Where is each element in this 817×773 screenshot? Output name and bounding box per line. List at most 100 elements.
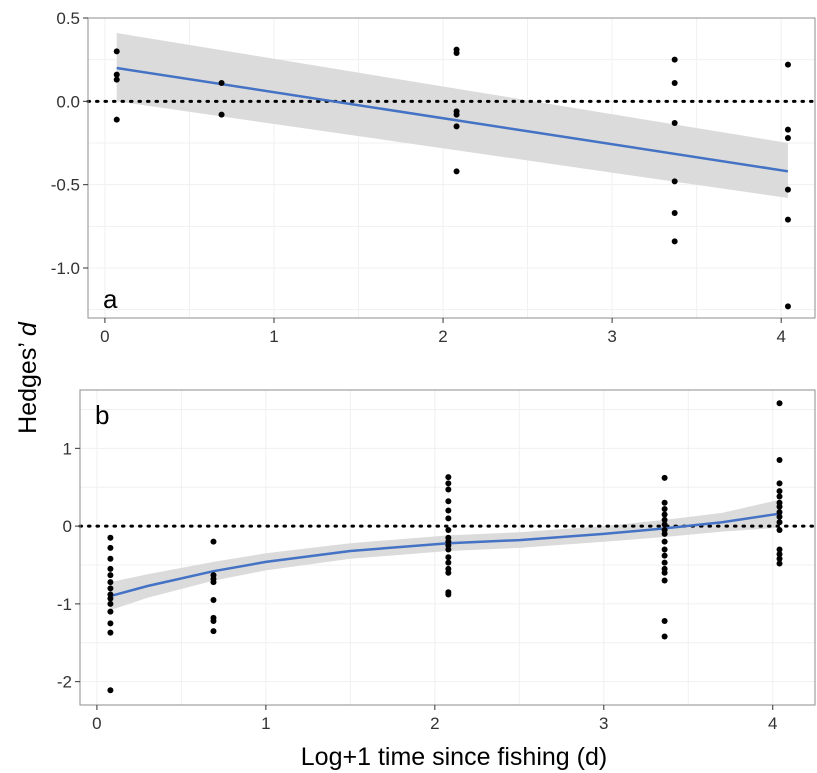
y-axis-title: Hedges’ d (14, 321, 42, 434)
panel-b-x-tick-label: 1 (261, 714, 270, 733)
panel-b-data-point (445, 498, 452, 505)
panel-b-data-point (661, 618, 668, 624)
panel-b-data-point (776, 546, 783, 553)
panel-b-data-point (210, 597, 217, 603)
panel-b-data-point (776, 519, 783, 526)
panel-b-data-point (445, 527, 452, 533)
panel-a-data-point (671, 80, 678, 86)
panel-a-data-point (784, 216, 791, 223)
panel-a-data-point (784, 186, 791, 193)
panel-a-confidence-band (116, 33, 788, 198)
panel-a-data-point (453, 123, 460, 130)
panel-b-label: b (95, 400, 109, 430)
panel-a-y-tick-label: -1.0 (51, 259, 80, 278)
panel-a-x-tick-label: 3 (607, 327, 616, 346)
panel-b-data-point (661, 559, 668, 566)
panel-a-y-tick-label: 0.5 (56, 9, 80, 28)
panel-b-data-point (445, 546, 452, 553)
panel-b-data-point (776, 509, 783, 516)
panel-b-data-point (776, 493, 783, 500)
panel-b-data-point (661, 530, 668, 537)
y-axis-title-text: Hedges’ (14, 336, 42, 434)
panel-b-data-point (107, 629, 114, 636)
panel-b-data-point (107, 572, 114, 579)
panel-b-data-point (107, 534, 114, 541)
panel-b-axis-frame (79, 389, 816, 706)
panel-b-y-tick-label: 0 (63, 517, 72, 536)
panel-b-data-point (661, 538, 668, 545)
panel-b-data-point (210, 618, 217, 624)
panel-b-data-point (445, 507, 452, 514)
panel-a-y-tick-label: 0.0 (56, 92, 80, 111)
panel-a-data-point (218, 80, 225, 86)
panel-b-data-point (776, 513, 783, 520)
panel-b-data-point (661, 506, 668, 512)
panel-b-data-point (445, 480, 452, 487)
panel-a-data-point (784, 135, 791, 141)
panel-a-data-point (453, 168, 460, 175)
panel-b-x-tick-label: 4 (768, 714, 777, 733)
panel-a-x-tick-label: 0 (100, 327, 109, 346)
panel-a-data-point (784, 126, 791, 133)
panel-b-data-point (107, 595, 114, 602)
panel-b-data-point (776, 488, 783, 495)
panel-b-data-point (107, 687, 114, 694)
panel-a-data-point (671, 210, 678, 216)
x-axis-title: Log+1 time since fishing (d) (301, 743, 607, 771)
panel-b-x-tick-label: 3 (599, 714, 608, 733)
panel-b-y-tick-label: -1 (57, 595, 72, 614)
panel-b-data-point (661, 633, 668, 640)
panel-b-data-point (445, 486, 452, 493)
panel-b-data-point (445, 474, 452, 481)
panel-b-data-point (107, 620, 114, 627)
panel-b-data-point (210, 579, 217, 586)
panel-b-data-point (661, 516, 668, 523)
panel-b-data-point (107, 600, 114, 607)
panel-b-data-point (445, 569, 452, 576)
panel-b-data-point (661, 521, 668, 528)
panel-b-x-tick-label: 2 (430, 714, 439, 733)
panel-a-plot: 0.5 0.0 -0.5 -1.0 0 1 2 3 4 a (51, 9, 817, 346)
panel-a-data-point (453, 50, 460, 56)
panel-b-data-point (776, 527, 783, 533)
panel-a-data-point (218, 111, 225, 118)
panel-a-x-tick-label: 2 (438, 327, 447, 346)
y-axis-title-italic: d (14, 321, 42, 336)
panel-a-data-point (113, 116, 120, 123)
panel-b-data-point (776, 480, 783, 487)
panel-a-x-tick-label: 1 (269, 327, 278, 346)
panel-b-data-point (107, 579, 114, 586)
panel-b-data-point (445, 591, 452, 598)
panel-b-data-point (661, 577, 668, 584)
panel-b-data-point (445, 559, 452, 566)
panel-b-plot: 1 0 -1 -2 0 1 2 3 4 b (57, 389, 817, 733)
panel-b-data-point (445, 554, 452, 561)
panel-a-data-point (671, 238, 678, 245)
panel-b-data-point (107, 555, 114, 562)
panel-a-fit-line (116, 66, 789, 173)
panel-b-data-point (776, 555, 783, 562)
panel-a-axis-frame (87, 17, 816, 319)
panel-b-confidence-band (110, 499, 780, 611)
panel-a-data-point (671, 56, 678, 63)
panel-a-data-point (671, 120, 678, 126)
panel-b-data-point (661, 511, 668, 518)
panel-b-data-point (776, 503, 783, 510)
panel-b-data-point (661, 569, 668, 576)
panel-b-data-point (776, 551, 783, 558)
panel-b-y-tick-label: 1 (63, 439, 72, 458)
panel-a-y-tick-label: -0.5 (51, 176, 80, 195)
panel-a-data-point (671, 178, 678, 185)
panel-a-data-point (784, 61, 791, 68)
panel-b-data-point (776, 400, 783, 407)
panel-b-data-point (445, 515, 452, 522)
panel-a-data-point (453, 111, 460, 118)
panel-a-label: a (103, 284, 118, 314)
panel-b-data-point (776, 457, 783, 463)
panel-b-y-tick-label: -2 (57, 673, 72, 692)
panel-a-data-point (113, 76, 120, 83)
panel-b-data-point (210, 538, 217, 545)
panel-b-data-point (661, 474, 668, 481)
panel-b-data-point (661, 546, 668, 553)
